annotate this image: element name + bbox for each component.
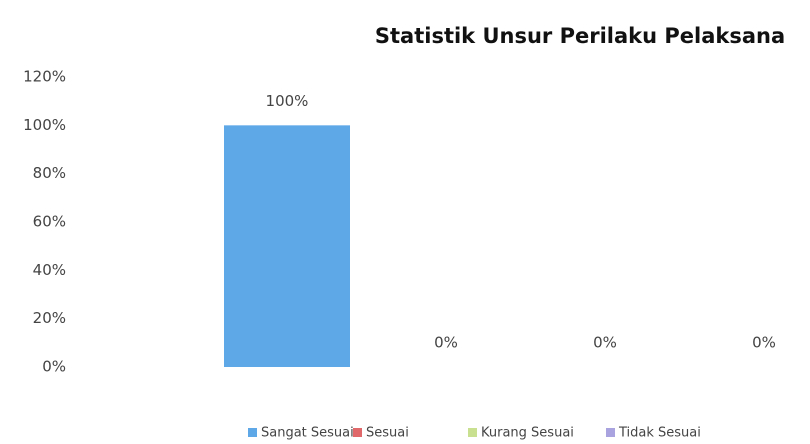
legend-label: Tidak Sesuai [618,426,701,441]
y-tick-label: 40% [33,261,66,279]
value-label: 0% [434,334,458,352]
y-tick-label: 100% [23,116,66,134]
y-tick-label: 60% [33,213,66,231]
y-tick-label: 80% [33,164,66,182]
legend-label: Kurang Sesuai [481,426,574,441]
bar [224,125,350,367]
y-tick-label: 20% [33,309,66,327]
value-label: 0% [593,334,617,352]
legend-swatch [353,428,362,437]
y-tick-label: 0% [42,358,66,376]
value-label: 100% [266,92,309,110]
legend-swatch [248,428,257,437]
y-tick-label: 120% [23,68,66,86]
legend-label: Sangat Sesuai [261,426,354,441]
value-label: 0% [752,334,776,352]
legend-swatch [606,428,615,437]
legend-swatch [468,428,477,437]
chart-title: Statistik Unsur Perilaku Pelaksana [375,24,785,48]
legend-label: Sesuai [366,426,409,441]
